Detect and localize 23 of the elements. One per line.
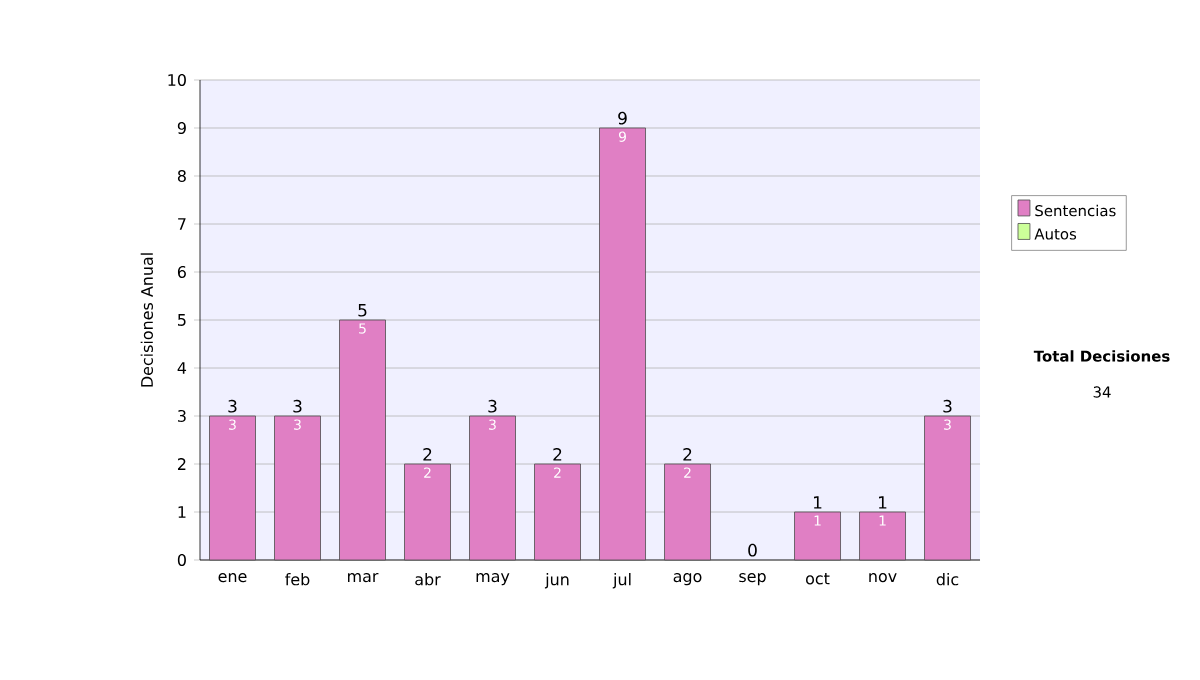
- bar: [859, 511, 906, 561]
- bar: [534, 463, 581, 561]
- total-label: 2: [423, 448, 432, 461]
- bar: [794, 511, 841, 561]
- total-label: 2: [553, 448, 562, 461]
- total-label: 5: [358, 304, 367, 317]
- total-label: 1: [814, 496, 822, 509]
- bar: [404, 463, 451, 561]
- total-label: 9: [618, 111, 627, 125]
- total-label: 0: [748, 543, 757, 557]
- total-label: 3: [943, 399, 952, 413]
- bar: [924, 415, 971, 561]
- total-label: 2: [683, 448, 692, 461]
- bar: [469, 415, 516, 561]
- bar: [664, 463, 711, 561]
- total-label: 3: [293, 399, 302, 413]
- bar: [274, 415, 321, 561]
- total-label: 3: [228, 399, 237, 413]
- total-label: 1: [879, 496, 887, 509]
- bar: [599, 127, 646, 561]
- total-label: 3: [488, 399, 497, 413]
- bar: [339, 319, 386, 561]
- bar: [209, 415, 256, 561]
